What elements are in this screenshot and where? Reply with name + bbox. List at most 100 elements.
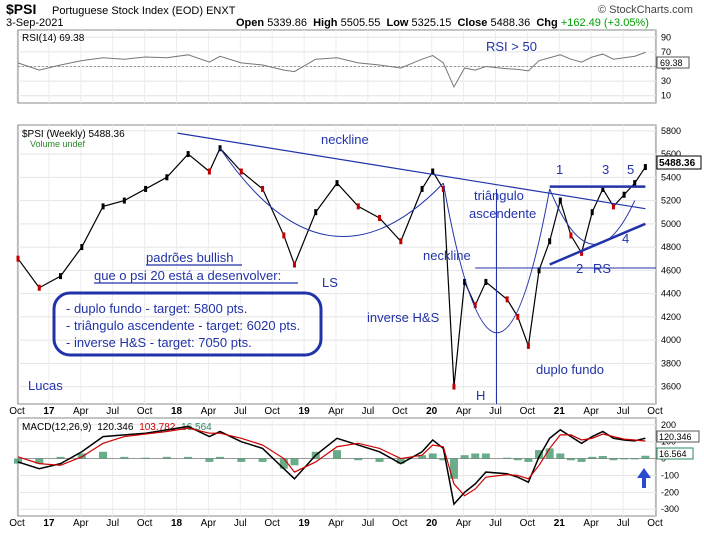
rsi-axis-tick: 70: [661, 47, 671, 57]
low-value: 5325.15: [411, 17, 452, 29]
volume-label: Volume undef: [30, 139, 86, 149]
neckline-top-label: neckline: [321, 132, 369, 147]
price-axis-tick: 5600: [661, 149, 681, 159]
price-point: [526, 342, 530, 349]
x-axis-tick: Apr: [73, 518, 89, 529]
x-axis-tick: Jul: [617, 406, 630, 417]
macd-histogram-bar: [77, 453, 86, 459]
macd-histogram-bar: [162, 456, 171, 459]
macd-histogram-bar: [99, 451, 108, 459]
macd-histogram-bar: [216, 456, 225, 459]
price-point: [537, 267, 541, 274]
x-axis-tick: 20: [426, 518, 438, 529]
open-value: 5339.86: [267, 17, 307, 29]
price-point: [452, 383, 456, 390]
inverse-hs-label: inverse H&S: [367, 310, 440, 325]
x-axis-tick: Oct: [9, 406, 25, 417]
x-axis-tick: Oct: [647, 406, 663, 417]
macd-histogram-bar: [396, 458, 405, 464]
macd-tag-box: [656, 430, 700, 443]
macd-label-macd: 120.346: [97, 422, 134, 433]
price-point: [144, 185, 148, 192]
macd-histogram-bar: [641, 455, 650, 459]
x-axis-tick: 21: [554, 406, 566, 417]
price-point: [101, 203, 105, 210]
triangle-label-1: triângulo: [474, 188, 524, 203]
price-point: [580, 249, 584, 256]
x-axis-tick: Apr: [201, 406, 217, 417]
macd-histogram-bar: [471, 453, 480, 459]
price-axis-tick: 5400: [661, 172, 681, 182]
rsi-axis-tick: 90: [661, 32, 671, 42]
macd-histogram-bar: [237, 458, 246, 462]
x-axis-tick: Jul: [106, 518, 119, 529]
macd-histogram-bar: [120, 456, 129, 459]
macd-histogram-bar: [535, 450, 544, 459]
macd-label-name: MACD(12,26,9): [22, 422, 91, 433]
point-4-label: 4: [622, 231, 629, 246]
price-axis-tick: 4200: [661, 312, 681, 322]
x-axis-tick: Oct: [520, 406, 536, 417]
x-axis-tick: Jul: [489, 406, 502, 417]
x-axis-tick: Oct: [264, 518, 280, 529]
macd-histogram-bar: [354, 458, 363, 461]
target-2: - triângulo ascendente - target: 6020 pt…: [66, 318, 300, 333]
bullish-title: padrões bullish: [146, 250, 233, 265]
price-point: [16, 255, 20, 262]
price-axis-tick: 4800: [661, 242, 681, 252]
price-point: [314, 209, 318, 216]
high-label: High: [313, 17, 338, 29]
macd-histogram-bar: [620, 458, 629, 460]
macd-histogram-bar: [556, 453, 565, 459]
price-point: [335, 180, 339, 187]
x-axis-tick: Oct: [264, 406, 280, 417]
macd-histogram-bar: [503, 457, 512, 459]
macd-series: [14, 425, 656, 506]
price-point: [441, 185, 445, 192]
price-point: [122, 197, 126, 204]
low-label: Low: [386, 17, 409, 29]
chart-symbol: $PSI: [6, 1, 37, 17]
macd-label-hist: 16.564: [181, 422, 212, 433]
price-axis-tick: 4600: [661, 265, 681, 275]
price-point: [484, 278, 488, 285]
macd-histogram-bar: [205, 458, 214, 462]
rs-label: RS: [593, 261, 611, 276]
neckline-mid-label: neckline: [423, 248, 471, 263]
x-axis-tick: Apr: [583, 406, 599, 417]
macd-histogram-bar: [449, 458, 458, 479]
price-point: [420, 185, 424, 192]
rsi-axis-tick: 10: [661, 91, 671, 101]
macd-axis-tick: -200: [661, 487, 679, 497]
macd-line: [17, 425, 646, 506]
high-value: 5505.55: [340, 17, 381, 29]
rsi-tag-box: [656, 56, 690, 69]
price-axis-tick: 4000: [661, 335, 681, 345]
price-tag: 5488.36: [659, 158, 696, 169]
price-point: [548, 238, 552, 245]
macd-histogram-bar: [566, 458, 575, 461]
price-point: [633, 180, 637, 187]
price-axis-tick: 5000: [661, 219, 681, 229]
chart-date: 3-Sep-2021: [6, 17, 64, 29]
chg-value: +162.49 (+3.05%): [560, 17, 649, 29]
macd-histogram-bar: [598, 456, 607, 459]
macd-axis-tick: -100: [661, 470, 679, 480]
macd-histogram-bar: [14, 458, 22, 464]
price-axis-tick: 3600: [661, 382, 681, 392]
price-point: [80, 244, 84, 251]
x-axis-tick: 18: [171, 518, 183, 529]
x-axis-tick: Oct: [520, 518, 536, 529]
rsi-label: RSI(14) 69.38: [22, 33, 85, 44]
x-axis-tick: Apr: [201, 518, 217, 529]
price-label: $PSI (Weekly) 5488.36: [22, 129, 125, 140]
price-point: [239, 168, 243, 175]
macd-axis-tick: -300: [661, 504, 679, 514]
target-1: - duplo fundo - target: 5800 pts.: [66, 301, 247, 316]
author-label: Lucas: [28, 378, 63, 393]
price-point: [207, 168, 211, 175]
site-credit[interactable]: © StockCharts.com: [598, 4, 693, 16]
point-5-label: 5: [627, 162, 634, 177]
triangle-label-2: ascendente: [469, 206, 536, 221]
